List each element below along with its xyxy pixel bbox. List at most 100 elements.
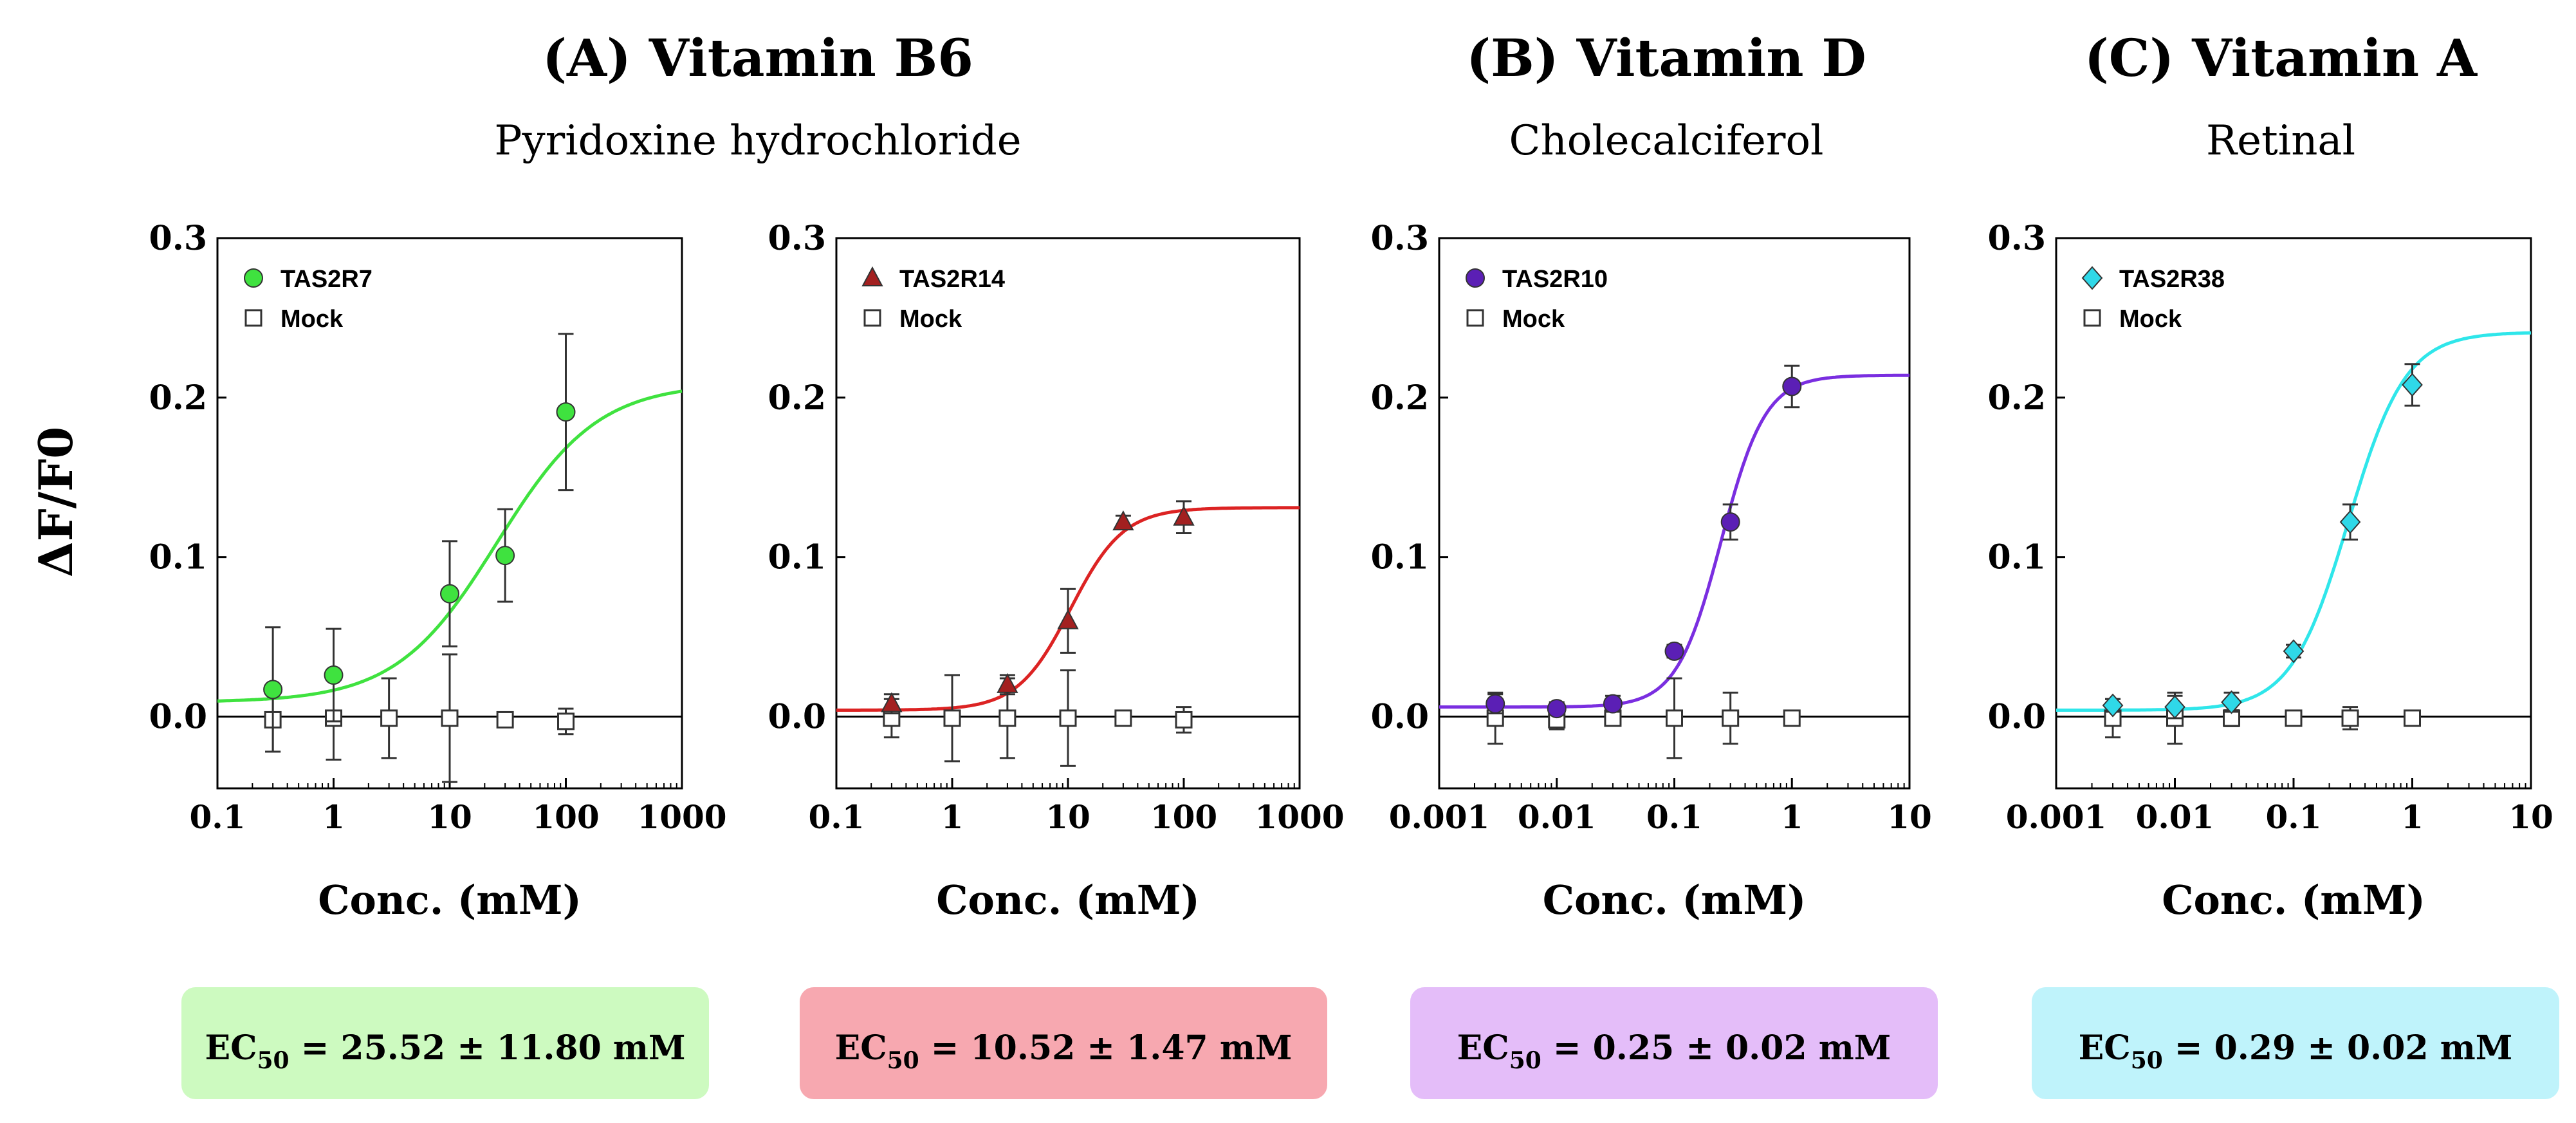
mock-point: [1059, 709, 1077, 727]
mock-point: [1175, 710, 1193, 729]
data-point: [1547, 699, 1567, 719]
legend-marker: [1466, 268, 1485, 288]
x-tick-label: 10: [1887, 798, 1932, 836]
mock-point: [2404, 709, 2421, 727]
mock-point: [441, 709, 459, 727]
data-point: [1057, 609, 1079, 629]
mock-point: [496, 710, 514, 729]
panel-tas2r38: 0.0 0.1 0.2 0.3 0.001 0.01 0.1 1 10 Conc. (mM) TAS…: [1988, 219, 2559, 1099]
legend-label: Mock: [2119, 306, 2182, 333]
legend-marker: [2083, 309, 2101, 327]
ec50-box: [800, 987, 1327, 1099]
x-axis-label: Conc. (mM): [2162, 877, 2425, 923]
ec50-box: [181, 987, 709, 1099]
ec50-label: EC50 = 0.25 ± 0.02 mM: [1457, 1028, 1891, 1074]
x-tick-label: 100: [1150, 798, 1217, 836]
data-point: [2339, 510, 2361, 534]
x-tick-label: 1000: [637, 798, 726, 836]
group-b-title: (B) Vitamin D: [1466, 28, 1866, 88]
panel-tas2r7: 0.0 0.1 0.2 0.3 0.1 1 10 100 1000 Conc. (mM) TAS2R…: [149, 219, 727, 1099]
legend-marker: [863, 309, 881, 327]
ec50-value: = 0.29 ± 0.02 mM: [2163, 1028, 2513, 1068]
mock-point: [998, 709, 1017, 727]
x-axis-label: Conc. (mM): [318, 877, 582, 923]
y-tick-label: 0.3: [768, 219, 826, 258]
ec50-label: EC50 = 0.29 ± 0.02 mM: [2079, 1028, 2513, 1074]
data-point: [1112, 510, 1134, 531]
x-tick-label: 0.001: [2006, 798, 2107, 836]
mock-point: [380, 709, 398, 727]
ec50-box: [1410, 987, 1938, 1099]
panel-tas2r14: 0.0 0.1 0.2 0.3 0.1 1 10 100 1000 Conc. (mM) TAS2R…: [768, 219, 1345, 1099]
ec50-subscript: 50: [887, 1047, 919, 1074]
x-tick-label: 1: [941, 798, 964, 836]
data-point: [440, 584, 459, 604]
group-b-compound: Cholecalciferol: [1509, 117, 1824, 165]
ec50-prefix: EC: [2079, 1028, 2131, 1068]
legend-marker: [1466, 309, 1484, 327]
x-axis-label: Conc. (mM): [936, 877, 1200, 923]
y-tick-label: 0.1: [768, 538, 826, 577]
y-tick-label: 0.0: [149, 697, 207, 736]
data-point: [263, 680, 283, 700]
ec50-box: [2032, 987, 2559, 1099]
legend-label: TAS2R10: [1502, 266, 1608, 293]
legend-marker: [244, 268, 263, 288]
y-tick-label: 0.0: [1988, 697, 2046, 736]
legend-marker: [244, 309, 262, 327]
ec50-prefix: EC: [1457, 1028, 1509, 1068]
mock-point: [2341, 709, 2359, 727]
data-point: [997, 673, 1018, 693]
x-tick-label: 0.01: [2136, 798, 2214, 836]
data-point: [2164, 695, 2185, 719]
x-tick-label: 1: [322, 798, 345, 836]
y-tick-label: 0.3: [1371, 219, 1429, 258]
legend-marker: [861, 266, 883, 286]
ec50-subscript: 50: [257, 1047, 290, 1074]
y-axis-label: ΔF/F0: [28, 427, 83, 578]
ec50-prefix: EC: [205, 1028, 257, 1068]
y-tick-label: 0.1: [1988, 538, 2046, 577]
group-c-title: (C) Vitamin A: [2084, 28, 2478, 88]
y-tick-label: 0.1: [149, 538, 207, 577]
y-tick-label: 0.0: [768, 697, 826, 736]
ec50-prefix: EC: [835, 1028, 887, 1068]
group-a-title: (A) Vitamin B6: [542, 28, 973, 88]
x-tick-label: 0.1: [190, 798, 246, 836]
legend-label: TAS2R14: [899, 266, 1005, 293]
data-point: [2102, 693, 2124, 718]
x-tick-label: 0.001: [1389, 798, 1490, 836]
x-tick-label: 10: [427, 798, 472, 836]
legend-marker: [2081, 266, 2103, 290]
legend-label: TAS2R7: [281, 266, 373, 293]
legend-label: Mock: [281, 306, 344, 333]
data-point: [556, 402, 576, 422]
mock-point: [2285, 709, 2303, 727]
x-tick-label: 0.1: [809, 798, 865, 836]
data-point: [1486, 694, 1505, 714]
ec50-subscript: 50: [1509, 1047, 1541, 1074]
data-point: [324, 665, 344, 685]
x-tick-label: 1: [2401, 798, 2424, 836]
ec50-label: EC50 = 10.52 ± 1.47 mM: [835, 1028, 1293, 1074]
x-tick-label: 0.1: [1646, 798, 1702, 836]
ec50-subscript: 50: [2131, 1047, 2163, 1074]
legend-label: TAS2R38: [2119, 266, 2225, 293]
y-tick-label: 0.3: [149, 219, 207, 258]
data-point: [1173, 505, 1195, 526]
x-tick-label: 10: [2508, 798, 2553, 836]
y-tick-label: 0.2: [1988, 378, 2046, 418]
ec50-value: = 25.52 ± 11.80 mM: [290, 1028, 686, 1068]
data-point: [881, 692, 903, 712]
y-tick-label: 0.3: [1988, 219, 2046, 258]
x-tick-label: 0.1: [2266, 798, 2322, 836]
fit-curve: [1439, 373, 1909, 709]
x-tick-label: 1: [1781, 798, 1803, 836]
mock-point: [1114, 709, 1132, 727]
data-point: [2221, 690, 2242, 714]
legend-label: Mock: [1502, 306, 1565, 333]
data-point: [1603, 694, 1623, 714]
y-tick-label: 0.2: [149, 378, 207, 418]
